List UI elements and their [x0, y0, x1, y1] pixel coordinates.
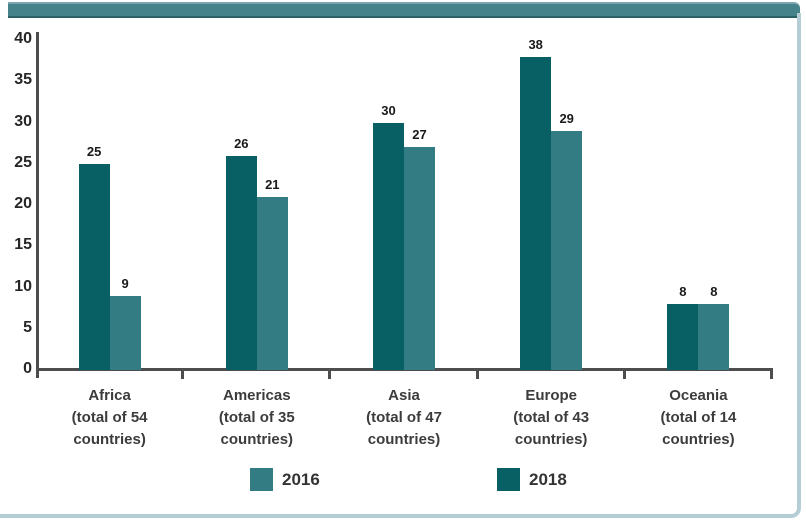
- category-label: Oceania (total of 14 countries): [660, 387, 737, 448]
- y-axis-tick-label: 15: [14, 236, 32, 254]
- category-label: Americas (total of 35 countries): [218, 387, 295, 448]
- category-label: Asia (total of 47 countries): [366, 387, 442, 448]
- legend-label-2018: 2018: [529, 470, 567, 489]
- y-axis-tick-label: 35: [14, 71, 32, 89]
- x-axis-tick: [622, 368, 626, 379]
- x-axis-tick: [328, 368, 332, 379]
- y-axis-tick-label: 30: [14, 112, 32, 130]
- legend-swatch-2018: [497, 468, 520, 491]
- bar-2016-africa: [109, 295, 141, 370]
- x-axis-tick: [770, 368, 773, 379]
- bar-2016-oceania: [698, 304, 730, 370]
- bar-value-label: 21: [265, 176, 280, 192]
- bar-2016-americas: [256, 196, 288, 370]
- header-accent-strip: [8, 2, 800, 18]
- y-axis-tick-label: 20: [14, 195, 32, 212]
- legend-label-2016: 2016: [282, 470, 320, 489]
- y-axis-line: [36, 32, 39, 378]
- bar-value-label: 30: [381, 102, 396, 118]
- bar-2016-asia: [404, 147, 435, 370]
- bar-value-label: 29: [559, 110, 574, 126]
- bar-value-label: 27: [412, 127, 427, 143]
- bar-value-label: 26: [234, 135, 249, 151]
- y-axis-tick-label: 5: [23, 318, 32, 336]
- y-axis-tick-label: 0: [23, 360, 32, 377]
- y-axis-tick-label: 10: [14, 277, 32, 295]
- y-axis-tick-label: 25: [14, 153, 32, 171]
- bar-2018-oceania: [667, 304, 699, 370]
- bar-value-label: 25: [86, 143, 102, 159]
- y-axis-tick-label: 40: [14, 30, 32, 47]
- bar-value-label: 38: [528, 36, 543, 52]
- bar-value-label: 9: [121, 275, 129, 291]
- bar-2018-africa: [78, 163, 110, 370]
- category-label: Africa (total of 54 countries): [71, 387, 148, 448]
- legend-swatch-2016: [250, 468, 273, 491]
- bar-2018-asia: [373, 122, 404, 370]
- bar-value-label: 8: [710, 284, 718, 299]
- x-axis-tick: [181, 368, 185, 379]
- category-label: Europe (total of 43 countries): [513, 387, 590, 448]
- x-axis-tick: [475, 368, 479, 379]
- bar-2018-europe: [520, 56, 552, 370]
- bar-value-label: 8: [679, 284, 687, 299]
- bar-2016-europe: [551, 130, 583, 370]
- bar-2018-americas: [225, 155, 257, 370]
